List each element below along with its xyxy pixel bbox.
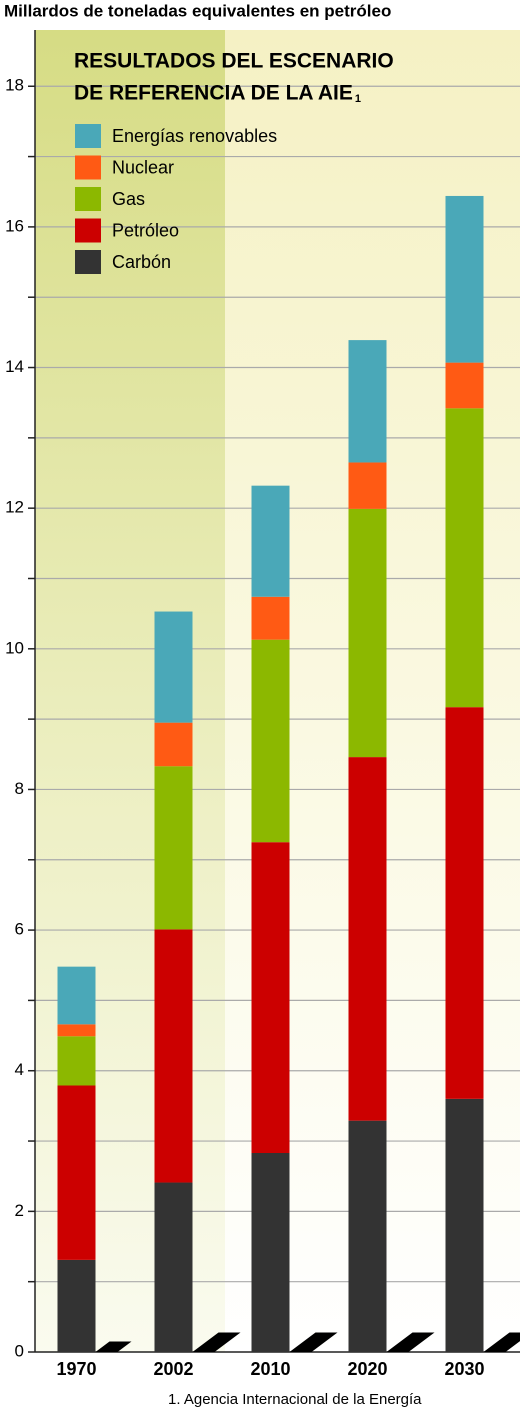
y-tick-label: 10 (5, 638, 24, 657)
bar-segment (154, 766, 193, 930)
bar-segment (154, 1182, 193, 1352)
bar-segment (251, 485, 290, 597)
x-tick-label: 2030 (444, 1359, 484, 1379)
bar-shadow (95, 1341, 132, 1352)
legend-label: Carbón (112, 252, 171, 272)
x-tick-label: 1970 (56, 1359, 96, 1379)
bar-shadow (192, 1332, 241, 1352)
bar-segment (348, 1120, 387, 1352)
chart-title: RESULTADOS DEL ESCENARIO (74, 50, 394, 73)
bar-segment (57, 1036, 96, 1086)
y-tick-label: 0 (15, 1341, 24, 1360)
x-tick-label: 2020 (347, 1359, 387, 1379)
bar-segment (154, 929, 193, 1183)
bar-segment (348, 757, 387, 1121)
y-tick-label: 6 (15, 920, 24, 939)
y-tick-label: 2 (15, 1201, 24, 1220)
legend-label: Gas (112, 189, 145, 209)
bar-segment (57, 966, 96, 1025)
bar-segment (57, 1024, 96, 1037)
bar-segment (57, 1259, 96, 1352)
legend-swatch (75, 218, 101, 243)
bar-segment (251, 1152, 290, 1352)
y-axis-label: Millardos de toneladas equivalentes en p… (4, 1, 391, 20)
bar-segment (348, 462, 387, 509)
title-note: 1 (355, 93, 361, 105)
bar-segment (251, 639, 290, 843)
y-tick-label: 8 (15, 779, 24, 798)
legend-swatch (75, 155, 101, 180)
y-tick-label: 12 (5, 498, 24, 517)
legend-label: Nuclear (112, 157, 174, 177)
bar-segment (154, 611, 193, 723)
legend-label: Energías renovables (112, 126, 277, 146)
bar-segment (445, 195, 484, 363)
bar-segment (348, 508, 387, 758)
bar-segment (154, 722, 193, 767)
bar-shadow (289, 1332, 338, 1352)
bar-shadow (483, 1332, 520, 1352)
bar-segment (57, 1085, 96, 1260)
x-tick-label: 2010 (250, 1359, 290, 1379)
legend-swatch (75, 187, 101, 211)
y-tick-label: 16 (5, 216, 24, 235)
y-tick-label: 4 (15, 1060, 24, 1079)
bar-segment (251, 842, 290, 1153)
bar-segment (348, 340, 387, 463)
chart-title: DE REFERENCIA DE LA AIE (74, 82, 353, 105)
bar-segment (445, 1098, 484, 1352)
bar-segment (445, 408, 484, 708)
footnote: 1. Agencia Internacional de la Energía (168, 1391, 422, 1408)
bar-segment (445, 707, 484, 1099)
x-tick-label: 2002 (153, 1359, 193, 1379)
bar-segment (251, 596, 290, 640)
y-tick-label: 14 (5, 357, 24, 376)
legend-label: Petróleo (112, 220, 179, 240)
bar-shadow (386, 1332, 435, 1352)
legend-swatch (75, 250, 101, 274)
legend-swatch (75, 124, 101, 148)
y-tick-label: 18 (5, 76, 24, 95)
bar-segment (445, 362, 484, 409)
